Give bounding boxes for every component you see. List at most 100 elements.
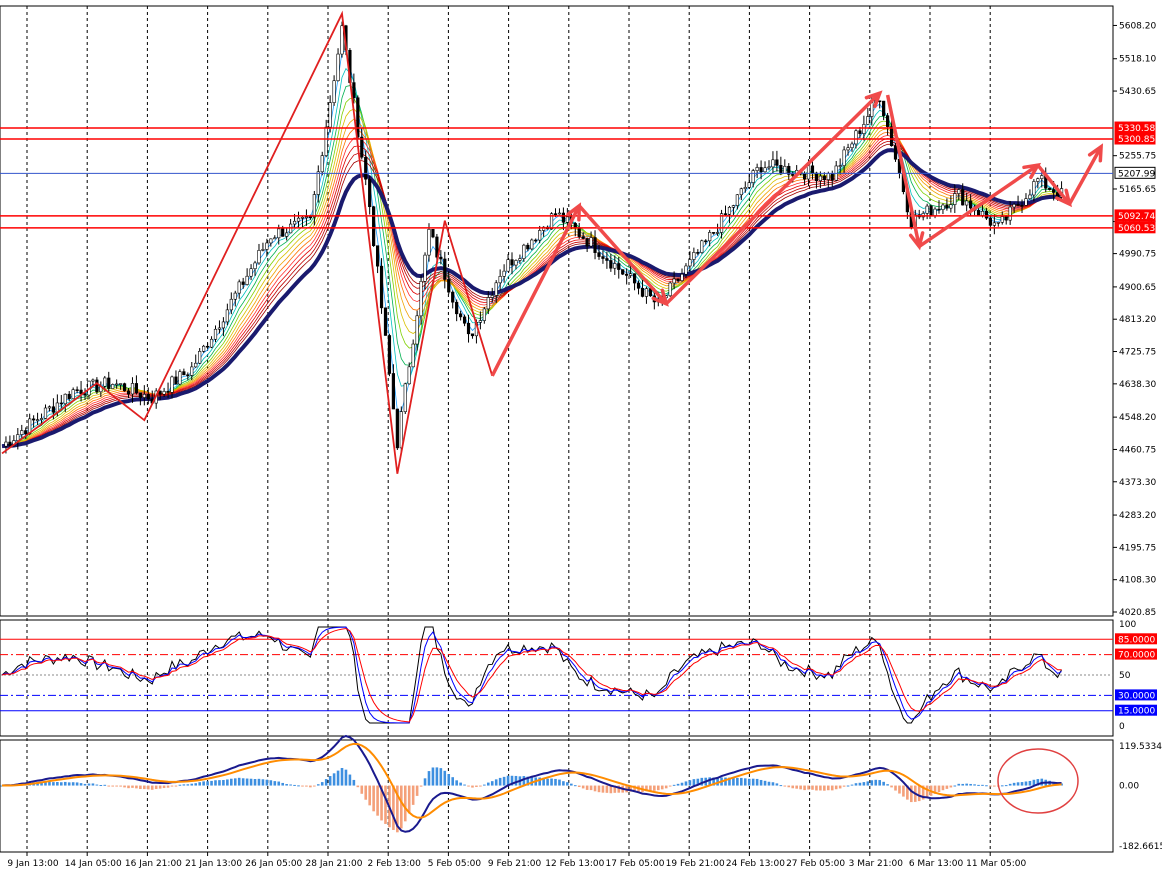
macd-histogram-bar bbox=[542, 777, 545, 786]
price-axis-label: 4548.20 bbox=[1119, 413, 1156, 423]
macd-histogram-bar bbox=[119, 785, 122, 787]
macd-histogram-bar bbox=[79, 783, 83, 786]
macd-histogram-bar bbox=[668, 785, 672, 787]
macd-histogram-bar bbox=[783, 785, 787, 787]
macd-histogram-bar bbox=[969, 783, 972, 786]
price-axis-label: 5255.75 bbox=[1119, 152, 1156, 162]
macd-histogram-bar bbox=[360, 785, 364, 794]
oscillator-level-tag bbox=[1115, 704, 1157, 716]
candle-body bbox=[636, 282, 641, 289]
macd-histogram-bar bbox=[107, 785, 111, 787]
candle-body bbox=[447, 279, 451, 293]
candle-body bbox=[882, 100, 886, 116]
macd-histogram-bar bbox=[459, 782, 462, 786]
price-level-tag bbox=[1114, 132, 1156, 145]
candle-body bbox=[71, 389, 75, 400]
macd-histogram-bar bbox=[1020, 782, 1024, 786]
macd-histogram-bar bbox=[787, 785, 791, 788]
macd-histogram-bar bbox=[1052, 781, 1055, 786]
macd-histogram-bar bbox=[617, 785, 621, 793]
macd-histogram-bar bbox=[226, 779, 229, 786]
oscillator-line bbox=[1, 626, 1062, 724]
candle-body bbox=[336, 53, 340, 82]
macd-histogram-bar bbox=[629, 785, 632, 792]
macd-histogram-bar bbox=[281, 782, 285, 786]
macd-histogram-bar bbox=[506, 775, 510, 786]
candle-body bbox=[870, 102, 874, 117]
macd-histogram-bar bbox=[585, 785, 589, 790]
candle-body bbox=[51, 406, 55, 413]
macd-histogram-bar bbox=[522, 776, 526, 786]
macd-histogram-bar bbox=[672, 784, 676, 786]
macd-axis-label: 119.5334 bbox=[1119, 742, 1162, 752]
price-level-label: 5092.74 bbox=[1118, 212, 1155, 222]
macd-histogram-bar bbox=[688, 780, 692, 786]
macd-histogram-bar bbox=[95, 784, 99, 786]
candle-body bbox=[67, 393, 71, 400]
candle-body bbox=[292, 220, 297, 225]
macd-histogram-bar bbox=[348, 774, 352, 786]
price-axis-label: 4725.75 bbox=[1119, 348, 1156, 358]
macd-histogram-bar bbox=[447, 774, 451, 786]
candle-body bbox=[158, 390, 162, 395]
candle-body bbox=[953, 193, 957, 205]
candle-body bbox=[704, 240, 708, 243]
x-axis-label: 6 Mar 13:00 bbox=[909, 859, 964, 869]
candle-body bbox=[1004, 216, 1008, 221]
macd-histogram-bar bbox=[158, 785, 162, 789]
candle-body bbox=[751, 170, 755, 183]
price-axis-label: 4813.20 bbox=[1119, 315, 1156, 325]
candle-body bbox=[486, 297, 490, 310]
price-level-tag bbox=[1114, 209, 1156, 222]
candle-body bbox=[506, 259, 510, 272]
ema-ribbon-line bbox=[1, 98, 1062, 447]
macd-histogram-bar bbox=[380, 785, 383, 821]
macd-histogram-bar bbox=[941, 785, 945, 791]
macd-histogram-bar bbox=[660, 785, 664, 790]
candle-body bbox=[332, 80, 336, 103]
macd-histogram-bar bbox=[953, 785, 957, 787]
macd-histogram-bar bbox=[751, 778, 755, 786]
candle-body bbox=[205, 345, 210, 348]
candle-body bbox=[462, 316, 467, 324]
candle-body bbox=[672, 278, 676, 284]
candle-body bbox=[621, 269, 625, 275]
candle-body bbox=[415, 315, 419, 345]
macd-histogram-bar bbox=[71, 782, 75, 786]
candle-body bbox=[613, 263, 617, 269]
trend-arrow-line bbox=[885, 94, 921, 247]
candle-body bbox=[779, 165, 783, 174]
candle-body bbox=[47, 406, 52, 409]
macd-histogram-bar bbox=[67, 782, 71, 786]
candle-body bbox=[261, 249, 265, 251]
macd-axis-label: -182.6615 bbox=[1119, 842, 1162, 852]
oscillator-axis-label: 100 bbox=[1119, 620, 1136, 630]
macd-histogram-bar bbox=[993, 785, 996, 787]
macd-histogram-bar bbox=[803, 785, 806, 791]
macd-histogram-bar bbox=[937, 785, 941, 793]
macd-histogram-bar bbox=[475, 785, 478, 787]
candle-body bbox=[395, 408, 399, 449]
candle-body bbox=[648, 288, 652, 297]
macd-histogram-bar bbox=[230, 778, 233, 786]
macd-histogram-bar bbox=[870, 780, 874, 786]
candle-body bbox=[522, 244, 526, 259]
macd-histogram-bar bbox=[692, 779, 696, 786]
macd-histogram-bar bbox=[925, 785, 929, 798]
candle-body bbox=[225, 309, 229, 323]
candle-body bbox=[134, 383, 139, 394]
candle-body bbox=[372, 206, 376, 246]
candle-body bbox=[126, 390, 131, 395]
price-level-tag bbox=[1114, 221, 1156, 234]
candle-body bbox=[723, 213, 728, 215]
candle-body bbox=[300, 216, 305, 219]
macd-histogram-bar bbox=[423, 778, 427, 786]
candle-body bbox=[360, 136, 364, 158]
candle-body bbox=[893, 145, 898, 160]
candle-body bbox=[806, 165, 811, 180]
macd-histogram-bar bbox=[237, 777, 241, 786]
macd-histogram-bar bbox=[455, 780, 458, 786]
x-axis-label: 21 Jan 13:00 bbox=[185, 859, 242, 869]
